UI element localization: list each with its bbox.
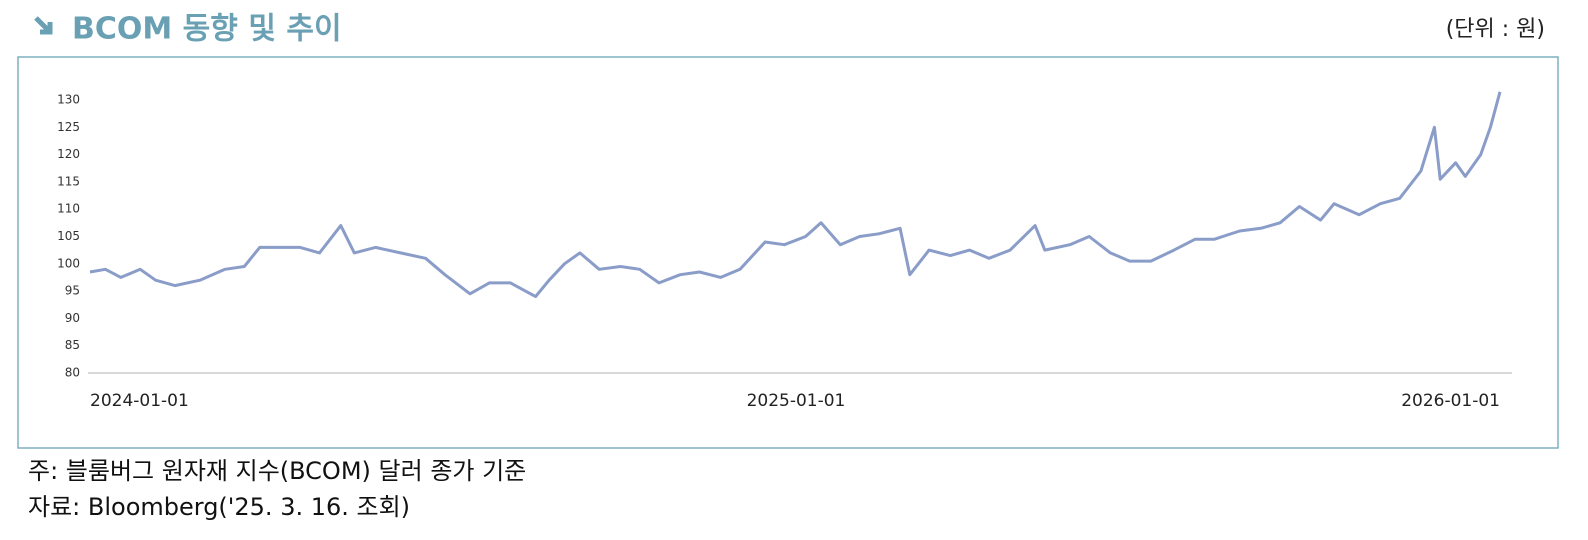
unit-label: (단위 : 원) <box>1446 17 1545 42</box>
chart-title: BCOM 동향 및 추이 <box>72 12 342 47</box>
chart-frame <box>17 56 1559 449</box>
x-tick-label: 2024-01-01 <box>90 391 189 411</box>
y-tick-label: 125 <box>57 120 80 134</box>
x-tick-label: 2026-01-01 <box>1401 391 1500 411</box>
y-tick-label: 80 <box>65 366 80 380</box>
y-tick-label: 95 <box>65 284 80 298</box>
data-line <box>89 91 1502 299</box>
x-tick-label: 2025-01-01 <box>747 391 846 411</box>
y-tick-label: 85 <box>65 338 80 352</box>
note: 주: 블룸버그 원자재 지수(BCOM) 달러 종가 기준 <box>28 457 526 485</box>
source: 자료: Bloomberg('25. 3. 16. 조회) <box>28 493 410 521</box>
y-tick-label: 110 <box>57 202 80 216</box>
title-icon <box>34 16 53 35</box>
y-tick-label: 130 <box>57 93 80 107</box>
y-tick-label: 90 <box>65 311 80 325</box>
y-tick-label: 100 <box>57 256 80 270</box>
y-tick-label: 115 <box>57 174 80 188</box>
y-tick-label: 120 <box>57 147 80 161</box>
y-tick-label: 105 <box>57 229 80 243</box>
